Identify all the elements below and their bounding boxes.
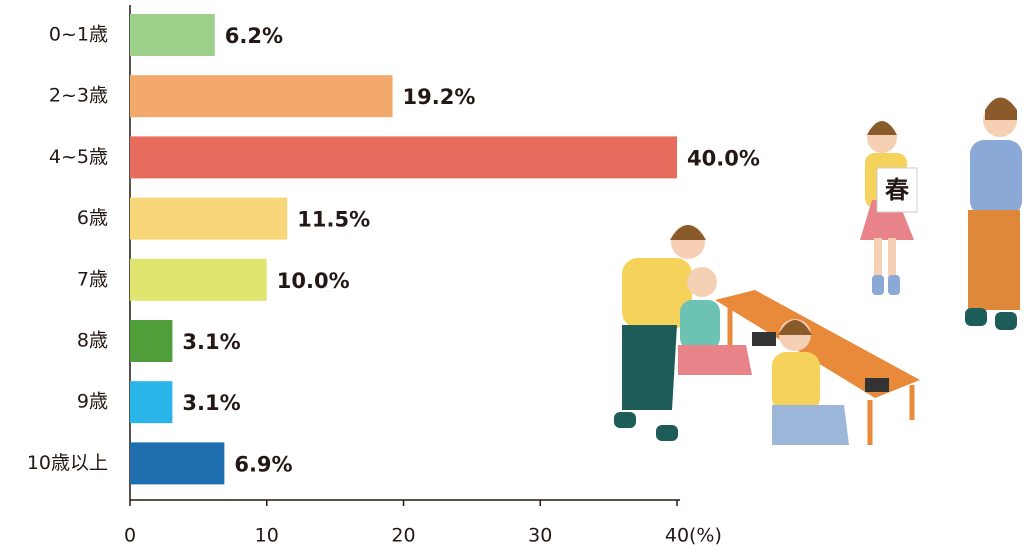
x-axis-label: (%) [689,525,722,547]
bar [130,320,173,362]
x-tick-label: 30 [528,525,552,547]
x-tick-label: 0 [124,525,136,547]
y-tick-label: 4~5歳 [49,146,108,168]
value-label: 40.0% [687,146,760,170]
bar [130,136,677,179]
value-label: 3.1% [182,391,240,415]
y-tick-label: 6歳 [77,207,108,229]
value-label: 3.1% [182,330,240,354]
bar [130,381,173,424]
value-label: 6.9% [234,452,292,476]
value-label: 19.2% [403,85,476,109]
value-label: 10.0% [277,269,350,293]
value-label: 6.2% [225,24,283,48]
y-tick-label: 2~3歳 [49,85,108,107]
x-tick-label: 40 [665,525,689,547]
y-tick-label: 8歳 [77,330,108,352]
x-tick-label: 10 [255,525,279,547]
value-label: 11.5% [297,208,370,232]
bar [130,75,393,118]
y-tick-label: 10歳以上 [27,452,108,474]
bar [130,197,288,240]
y-tick-label: 7歳 [77,268,108,290]
y-tick-label: 0~1歳 [49,24,108,46]
x-tick-label: 20 [391,525,415,547]
bar [130,442,225,485]
illustration: 春 [614,97,1022,445]
bar [130,14,215,56]
bar [130,258,267,301]
y-tick-label: 9歳 [77,391,108,413]
sign-text: 春 [885,176,909,204]
